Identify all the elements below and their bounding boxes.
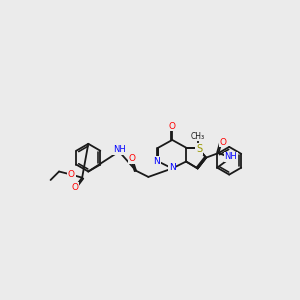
Text: N: N [169, 163, 175, 172]
Text: O: O [220, 138, 226, 147]
Text: O: O [129, 154, 136, 163]
Text: N: N [154, 157, 160, 166]
Text: CH₃: CH₃ [190, 132, 205, 141]
Text: O: O [68, 170, 75, 179]
Text: O: O [169, 122, 176, 130]
Text: NH: NH [224, 152, 237, 161]
Text: S: S [196, 144, 202, 154]
Text: NH: NH [113, 146, 125, 154]
Text: O: O [72, 183, 79, 192]
